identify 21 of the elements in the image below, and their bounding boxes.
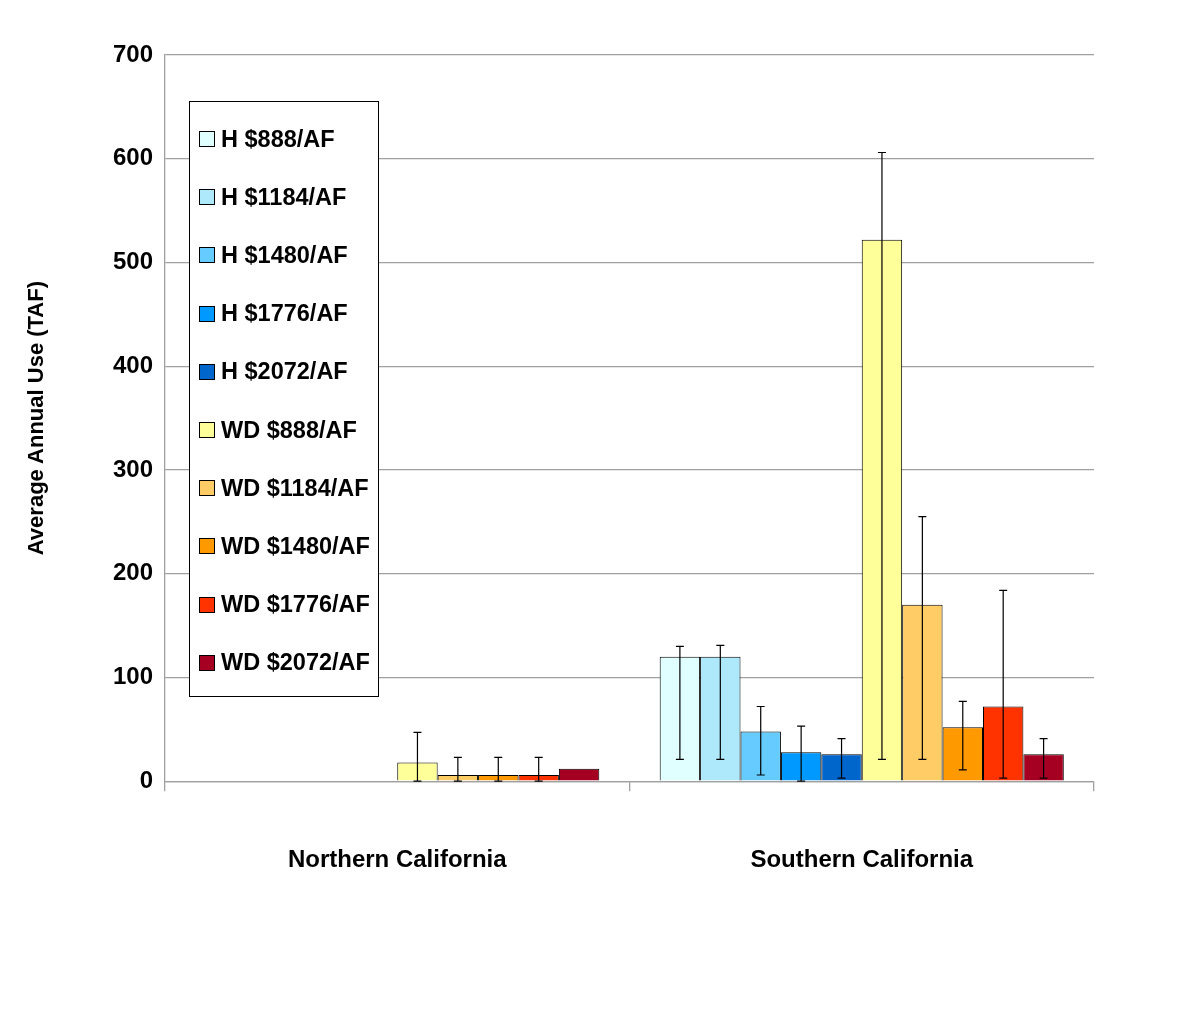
y-tick-label: 700 [112, 39, 153, 67]
y-tick-label: 100 [112, 662, 153, 690]
legend-label: WD $1184/AF [221, 474, 369, 502]
y-tick-label: 300 [112, 454, 153, 482]
legend-label: H $2072/AF [221, 358, 348, 386]
y-tick-label: 200 [112, 558, 153, 586]
y-axis-title: Average Annual Use (TAF) [23, 280, 49, 556]
y-tick-label: 400 [112, 350, 153, 378]
y-tick-label: 600 [112, 143, 153, 171]
y-tick-label: 0 [139, 765, 153, 793]
y-tick-label: 500 [112, 247, 153, 275]
legend-label: WD $2072/AF [221, 649, 370, 677]
legend-label: H $1480/AF [221, 241, 348, 269]
legend-label: H $888/AF [221, 125, 335, 153]
legend-label: H $1776/AF [221, 300, 348, 328]
x-tick-label: Northern California [287, 845, 508, 873]
x-tick-label: Southern California [750, 845, 974, 873]
legend-label: H $1184/AF [221, 183, 347, 211]
legend-label: WD $1776/AF [221, 591, 370, 619]
legend-label: WD $1480/AF [221, 532, 370, 560]
legend-label: WD $888/AF [221, 416, 357, 444]
